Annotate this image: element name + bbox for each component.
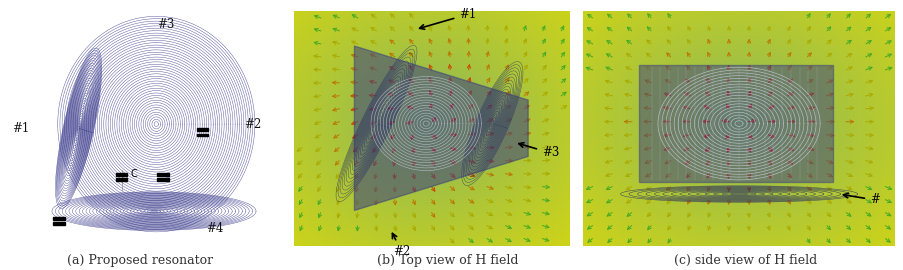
Text: #1: #1 — [419, 8, 476, 29]
Text: #3: #3 — [157, 18, 174, 31]
Bar — [197, 133, 209, 136]
Text: #2: #2 — [244, 118, 261, 131]
Text: (c) side view of H field: (c) side view of H field — [674, 254, 816, 267]
Bar — [53, 222, 65, 225]
Text: (a) Proposed resonator: (a) Proposed resonator — [67, 254, 213, 267]
Text: (b) Top view of H field: (b) Top view of H field — [377, 254, 517, 267]
Bar — [116, 173, 127, 176]
Bar — [197, 129, 209, 131]
Bar — [116, 178, 127, 181]
Bar — [53, 217, 65, 220]
Text: #3: #3 — [518, 143, 559, 160]
Text: #2: #2 — [392, 233, 410, 258]
Text: #4: #4 — [206, 222, 223, 235]
FancyBboxPatch shape — [638, 65, 832, 182]
Bar — [157, 173, 169, 176]
Polygon shape — [354, 46, 527, 211]
Text: #: # — [842, 193, 879, 207]
Bar — [157, 178, 169, 181]
Text: C: C — [131, 169, 137, 179]
Text: #1: #1 — [13, 122, 30, 135]
